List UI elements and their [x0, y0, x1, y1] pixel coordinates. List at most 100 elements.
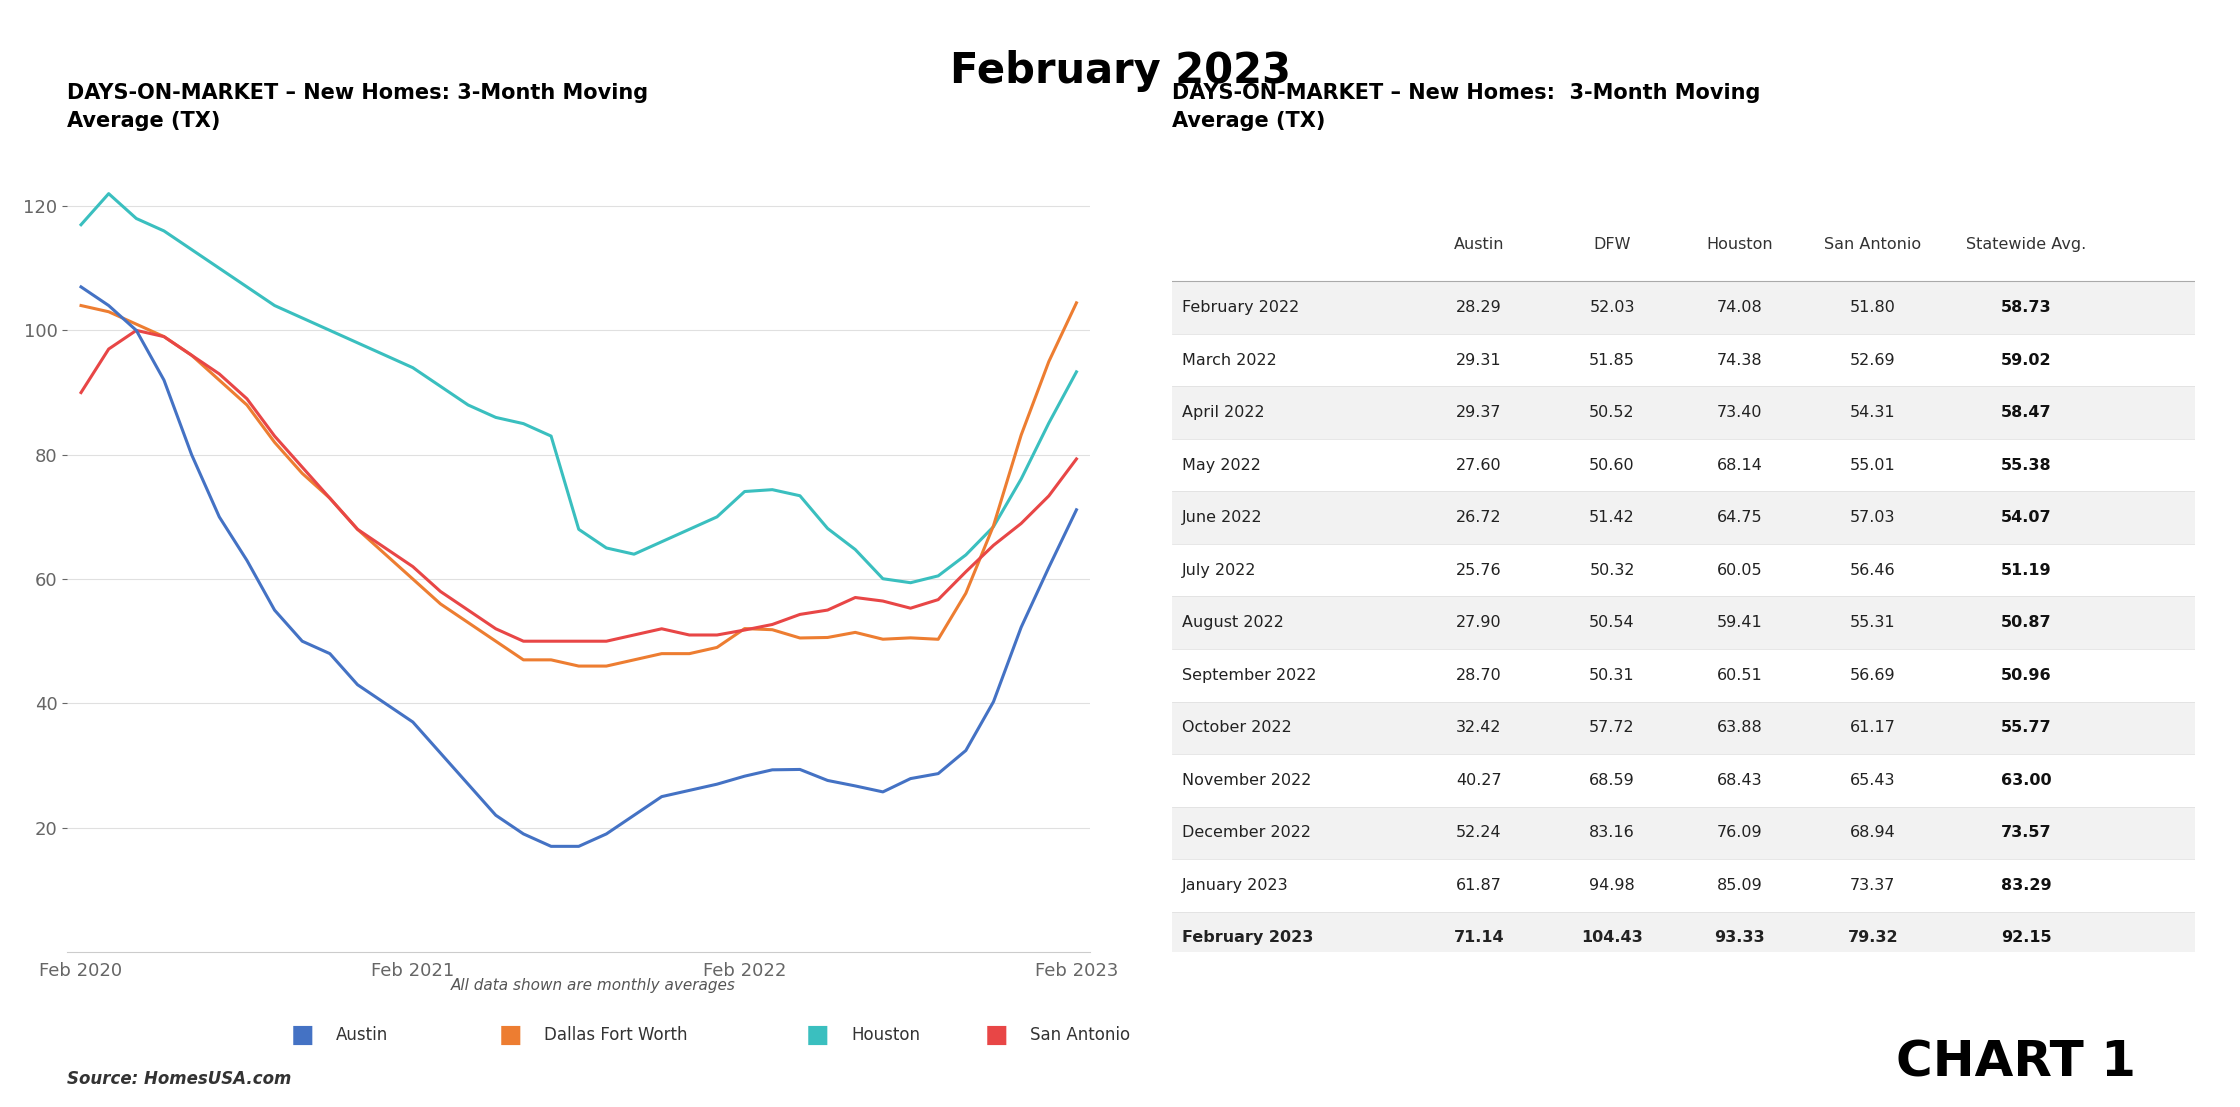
Text: San Antonio: San Antonio [1030, 1026, 1131, 1044]
Text: All data shown are monthly averages: All data shown are monthly averages [450, 977, 737, 993]
Bar [1172, 912, 2195, 964]
Text: 27.90: 27.90 [1456, 615, 1501, 630]
Text: 61.87: 61.87 [1456, 878, 1503, 893]
Text: Austin: Austin [1454, 237, 1505, 252]
Text: San Antonio: San Antonio [1823, 237, 1922, 252]
Text: ■: ■ [500, 1023, 522, 1047]
Text: 54.07: 54.07 [2000, 510, 2052, 525]
Text: Dallas Fort Worth: Dallas Fort Worth [544, 1026, 688, 1044]
Text: 50.87: 50.87 [2000, 615, 2052, 630]
Text: November 2022: November 2022 [1183, 773, 1313, 788]
Text: 92.15: 92.15 [2000, 930, 2052, 945]
Text: 52.69: 52.69 [1850, 352, 1895, 368]
Bar [1172, 807, 2195, 859]
Text: ■: ■ [986, 1023, 1008, 1047]
Text: 59.41: 59.41 [1718, 615, 1763, 630]
Text: 40.27: 40.27 [1456, 773, 1501, 788]
Text: 94.98: 94.98 [1588, 878, 1635, 893]
Text: 50.60: 50.60 [1588, 457, 1635, 473]
Text: 50.52: 50.52 [1588, 405, 1635, 421]
Text: Houston: Houston [1707, 237, 1774, 252]
Text: 74.08: 74.08 [1718, 300, 1763, 315]
Text: 73.40: 73.40 [1718, 405, 1763, 421]
Text: 71.14: 71.14 [1454, 930, 1505, 945]
Text: Austin: Austin [336, 1026, 388, 1044]
Text: 73.37: 73.37 [1850, 878, 1895, 893]
Text: DAYS-ON-MARKET – New Homes: 3-Month Moving
Average (TX): DAYS-ON-MARKET – New Homes: 3-Month Movi… [67, 83, 647, 132]
Text: 28.70: 28.70 [1456, 668, 1503, 683]
Text: 104.43: 104.43 [1581, 930, 1642, 945]
Text: 52.03: 52.03 [1590, 300, 1635, 315]
Text: 56.46: 56.46 [1850, 562, 1895, 578]
Text: June 2022: June 2022 [1183, 510, 1263, 525]
Text: 68.94: 68.94 [1850, 826, 1895, 840]
Text: March 2022: March 2022 [1183, 352, 1277, 368]
Text: 28.29: 28.29 [1456, 300, 1503, 315]
Text: 57.72: 57.72 [1588, 721, 1635, 735]
Text: DAYS-ON-MARKET – New Homes:  3-Month Moving
Average (TX): DAYS-ON-MARKET – New Homes: 3-Month Movi… [1172, 83, 1761, 132]
Text: 61.17: 61.17 [1850, 721, 1895, 735]
Text: 85.09: 85.09 [1718, 878, 1763, 893]
Text: December 2022: December 2022 [1183, 826, 1310, 840]
Text: 29.37: 29.37 [1456, 405, 1501, 421]
Text: February 2022: February 2022 [1183, 300, 1299, 315]
Text: 55.31: 55.31 [1850, 615, 1895, 630]
Text: 51.80: 51.80 [1850, 300, 1895, 315]
Text: 27.60: 27.60 [1456, 457, 1501, 473]
Text: 58.73: 58.73 [2000, 300, 2052, 315]
Text: 59.02: 59.02 [2000, 352, 2052, 368]
Text: 74.38: 74.38 [1718, 352, 1763, 368]
Text: 50.31: 50.31 [1588, 668, 1635, 683]
Text: August 2022: August 2022 [1183, 615, 1284, 630]
Text: 68.43: 68.43 [1718, 773, 1763, 788]
Text: 65.43: 65.43 [1850, 773, 1895, 788]
Text: 55.01: 55.01 [1850, 457, 1895, 473]
Text: ■: ■ [291, 1023, 314, 1047]
Text: September 2022: September 2022 [1183, 668, 1317, 683]
Text: Source: HomesUSA.com: Source: HomesUSA.com [67, 1070, 291, 1088]
Text: 52.24: 52.24 [1456, 826, 1501, 840]
Text: 68.59: 68.59 [1588, 773, 1635, 788]
Text: February 2023: February 2023 [1183, 930, 1313, 945]
Text: 73.57: 73.57 [2000, 826, 2052, 840]
Text: 26.72: 26.72 [1456, 510, 1501, 525]
Text: 60.05: 60.05 [1718, 562, 1763, 578]
Text: 58.47: 58.47 [2000, 405, 2052, 421]
Text: 63.00: 63.00 [2000, 773, 2052, 788]
Text: Statewide Avg.: Statewide Avg. [1967, 237, 2085, 252]
Text: February 2023: February 2023 [950, 50, 1290, 92]
Text: 93.33: 93.33 [1714, 930, 1765, 945]
Text: October 2022: October 2022 [1183, 721, 1292, 735]
Text: 83.29: 83.29 [2000, 878, 2052, 893]
Text: 50.96: 50.96 [2000, 668, 2052, 683]
Text: 55.77: 55.77 [2000, 721, 2052, 735]
Bar [1172, 386, 2195, 438]
Text: 83.16: 83.16 [1588, 826, 1635, 840]
Text: January 2023: January 2023 [1183, 878, 1288, 893]
Text: 25.76: 25.76 [1456, 562, 1501, 578]
Text: July 2022: July 2022 [1183, 562, 1257, 578]
Text: 79.32: 79.32 [1848, 930, 1897, 945]
Text: DFW: DFW [1593, 237, 1631, 252]
Bar [1172, 702, 2195, 754]
Text: 76.09: 76.09 [1718, 826, 1763, 840]
Text: May 2022: May 2022 [1183, 457, 1261, 473]
Text: 57.03: 57.03 [1850, 510, 1895, 525]
Text: 68.14: 68.14 [1718, 457, 1763, 473]
Text: 54.31: 54.31 [1850, 405, 1895, 421]
Bar [1172, 597, 2195, 649]
Text: ■: ■ [806, 1023, 829, 1047]
Text: 56.69: 56.69 [1850, 668, 1895, 683]
Text: Houston: Houston [851, 1026, 921, 1044]
Text: 32.42: 32.42 [1456, 721, 1501, 735]
Text: 55.38: 55.38 [2000, 457, 2052, 473]
Bar [1172, 281, 2195, 334]
Text: 51.19: 51.19 [2000, 562, 2052, 578]
Text: 64.75: 64.75 [1718, 510, 1763, 525]
Text: 60.51: 60.51 [1718, 668, 1763, 683]
Text: 50.32: 50.32 [1590, 562, 1635, 578]
Text: 29.31: 29.31 [1456, 352, 1501, 368]
Text: April 2022: April 2022 [1183, 405, 1266, 421]
Text: 63.88: 63.88 [1718, 721, 1763, 735]
Text: 51.85: 51.85 [1588, 352, 1635, 368]
